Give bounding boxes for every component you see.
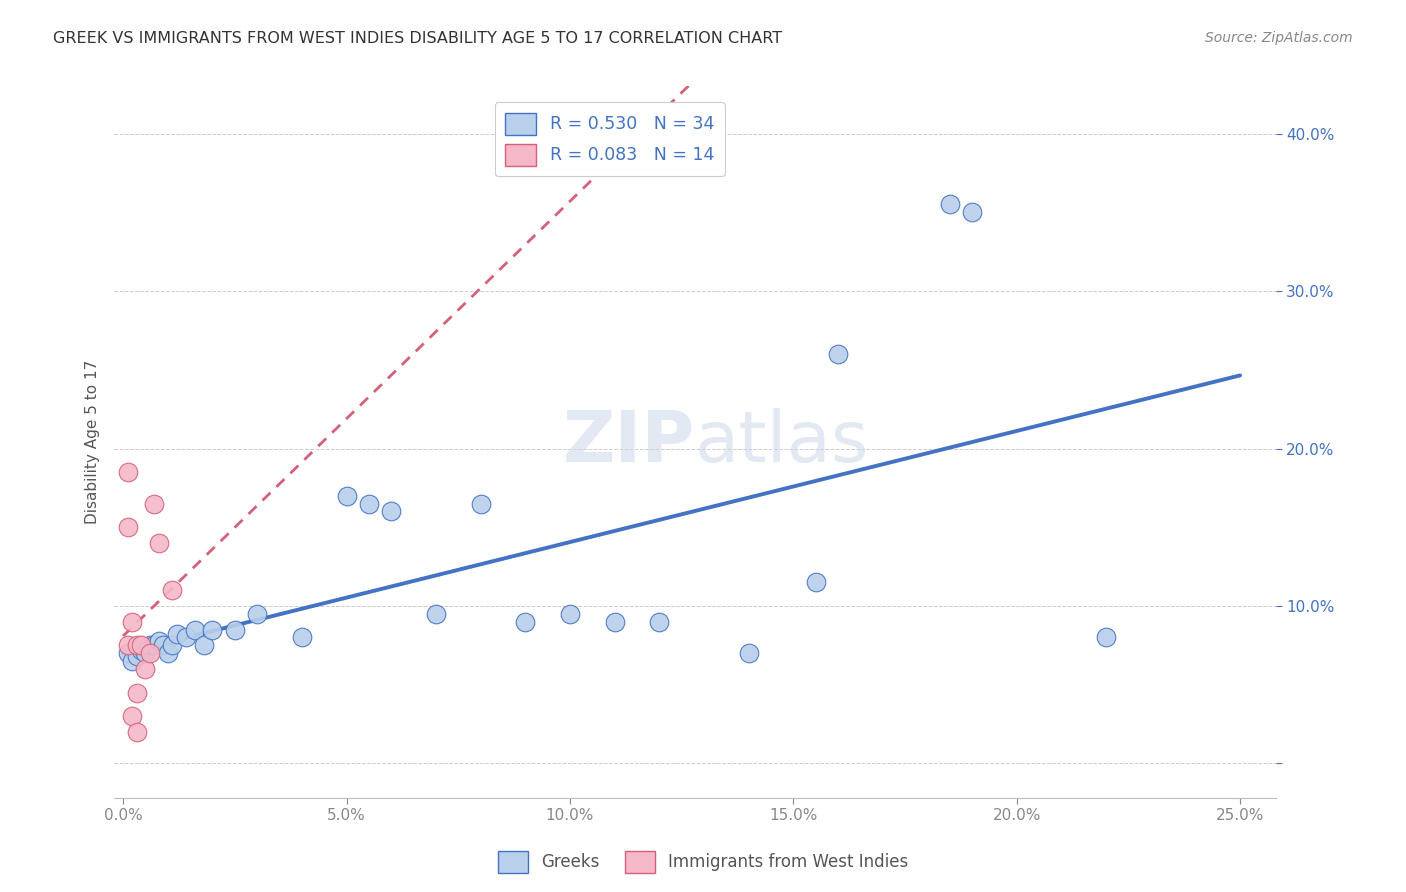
Text: ZIP: ZIP — [562, 408, 695, 476]
Point — [143, 638, 166, 652]
Text: GREEK VS IMMIGRANTS FROM WEST INDIES DISABILITY AGE 5 TO 17 CORRELATION CHART: GREEK VS IMMIGRANTS FROM WEST INDIES DIS… — [53, 31, 783, 46]
Point — [603, 615, 626, 629]
Point — [166, 627, 188, 641]
Point — [121, 709, 143, 723]
Point — [193, 638, 215, 652]
Point — [121, 654, 143, 668]
Point — [125, 649, 148, 664]
Y-axis label: Disability Age 5 to 17: Disability Age 5 to 17 — [86, 360, 100, 524]
Point — [183, 623, 205, 637]
Point — [117, 646, 139, 660]
Legend: R = 0.530   N = 34, R = 0.083   N = 14: R = 0.530 N = 34, R = 0.083 N = 14 — [495, 103, 725, 177]
Point — [246, 607, 269, 621]
Point — [938, 197, 960, 211]
Point — [134, 662, 156, 676]
Point — [129, 638, 152, 652]
Point — [515, 615, 537, 629]
Point — [380, 504, 402, 518]
Point — [129, 643, 152, 657]
Point — [139, 638, 162, 652]
Point — [156, 646, 179, 660]
Point — [224, 623, 246, 637]
Point — [174, 631, 197, 645]
Point — [201, 623, 224, 637]
Point — [960, 205, 983, 219]
Point — [125, 685, 148, 699]
Point — [125, 725, 148, 739]
Point — [804, 575, 827, 590]
Point — [152, 638, 174, 652]
Point — [162, 583, 184, 598]
Text: atlas: atlas — [695, 408, 869, 476]
Point — [117, 465, 139, 479]
Point — [470, 497, 492, 511]
Point — [139, 646, 162, 660]
Point — [162, 638, 184, 652]
Point — [143, 497, 166, 511]
Point — [558, 607, 581, 621]
Text: Source: ZipAtlas.com: Source: ZipAtlas.com — [1205, 31, 1353, 45]
Point — [737, 646, 759, 660]
Point — [148, 633, 170, 648]
Point — [125, 638, 148, 652]
Point — [357, 497, 380, 511]
Point — [117, 520, 139, 534]
Point — [827, 347, 849, 361]
Point — [425, 607, 447, 621]
Point — [148, 536, 170, 550]
Legend: Greeks, Immigrants from West Indies: Greeks, Immigrants from West Indies — [491, 845, 915, 880]
Point — [134, 646, 156, 660]
Point — [291, 631, 314, 645]
Point — [1095, 631, 1118, 645]
Point — [117, 638, 139, 652]
Point — [335, 489, 357, 503]
Point — [121, 615, 143, 629]
Point — [648, 615, 671, 629]
